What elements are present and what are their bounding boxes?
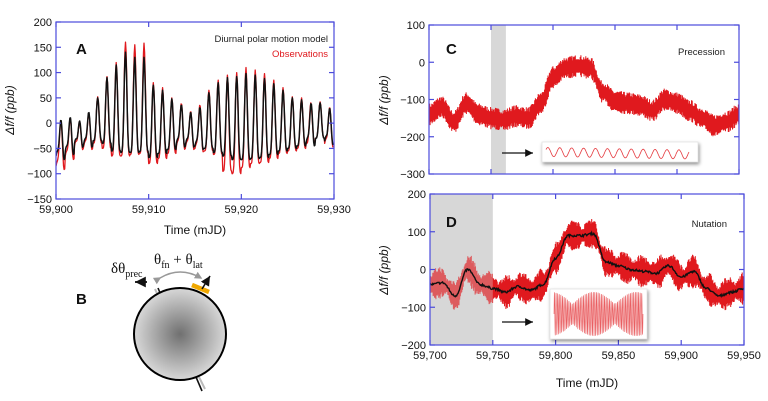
x-tick-label: 59,950 (727, 350, 761, 362)
panel-c-ylabel: Δf/f (ppb) (377, 75, 391, 125)
y-tick-label: 200 (408, 189, 426, 201)
panel-a-xlabel: Time (mJD) (164, 223, 226, 237)
y-tick-label: 150 (34, 42, 52, 54)
y-tick-label: 0 (420, 265, 426, 277)
site-marker (191, 282, 210, 295)
panel-b-diagram: B δθprec θfn + θlat (76, 252, 227, 392)
y-tick-label: 100 (408, 227, 426, 239)
y-tick-label: −100 (400, 95, 425, 107)
x-tick-label: 59,850 (602, 350, 636, 362)
panel-b-letter: B (76, 291, 87, 308)
y-tick-label: −150 (27, 194, 52, 206)
x-tick-label: 59,930 (317, 204, 351, 216)
x-tick-label: 59,900 (39, 204, 73, 216)
y-tick-label: −100 (27, 169, 52, 181)
x-tick-label: 59,920 (225, 204, 259, 216)
panel-d-letter: D (446, 214, 457, 231)
panel-d-ylabel: Δf/f (ppb) (377, 245, 391, 295)
highlight-band (430, 194, 493, 345)
inset-waveform (545, 147, 690, 160)
x-tick-label: 59,800 (539, 350, 573, 362)
panel-c-letter: C (446, 41, 457, 58)
y-tick-label: 0 (46, 118, 52, 130)
precession-label: δθprec (111, 261, 143, 280)
x-tick-label: 59,700 (413, 350, 447, 362)
y-tick-label: −100 (401, 302, 426, 314)
panel-a: 59,900 59,910 59,920 59,930 −150 −100 −50 0 50 10… (3, 17, 351, 237)
y-tick-label: 50 (40, 93, 52, 105)
highlight-band (491, 25, 506, 174)
local-vertical-arrow-icon (200, 275, 211, 290)
y-tick-label: 200 (34, 17, 52, 29)
inset-waveform (553, 291, 644, 337)
rotation-axis-ghost-bottom (198, 376, 206, 390)
y-tick-label: −50 (33, 143, 52, 155)
rotation-axis-bottom (195, 376, 203, 392)
series-model (56, 51, 334, 161)
panel-d-xlabel: Time (mJD) (556, 376, 618, 390)
y-tick-label: 100 (34, 68, 52, 80)
x-tick-label: 59,910 (132, 204, 166, 216)
panel-a-ylabel: Δf/f (ppb) (3, 85, 17, 135)
y-tick-label: 0 (419, 57, 425, 69)
y-tick-label: 100 (407, 20, 425, 32)
panel-c: −300 −200 −100 0 100 C Precession Δf/f (ppb) (377, 20, 740, 181)
y-tick-label: −200 (400, 132, 425, 144)
angle-arc-icon (152, 271, 203, 285)
legend-entry-observations: Observations (272, 49, 328, 60)
panel-d-annotation: Nutation (692, 219, 727, 230)
y-tick-label: −300 (400, 169, 425, 181)
panel-a-letter: A (76, 41, 87, 58)
series-observations (56, 41, 334, 175)
y-tick-label: −200 (401, 340, 426, 352)
series-observations (429, 55, 739, 137)
earth-sphere (133, 287, 227, 381)
x-tick-label: 59,900 (664, 350, 698, 362)
angle-label: θfn + θlat (154, 252, 203, 271)
panel-c-annotation: Precession (678, 47, 725, 58)
legend-entry-model: Diurnal polar motion model (214, 34, 328, 45)
panel-a-frame (55, 21, 335, 200)
x-tick-label: 59,750 (476, 350, 510, 362)
highlight-band-overlay (430, 194, 493, 345)
panel-d: 59,700 59,750 59,800 59,850 59,900 59,950 −200… (377, 189, 761, 390)
panel-c-inset (541, 141, 699, 163)
series-model (430, 230, 744, 299)
